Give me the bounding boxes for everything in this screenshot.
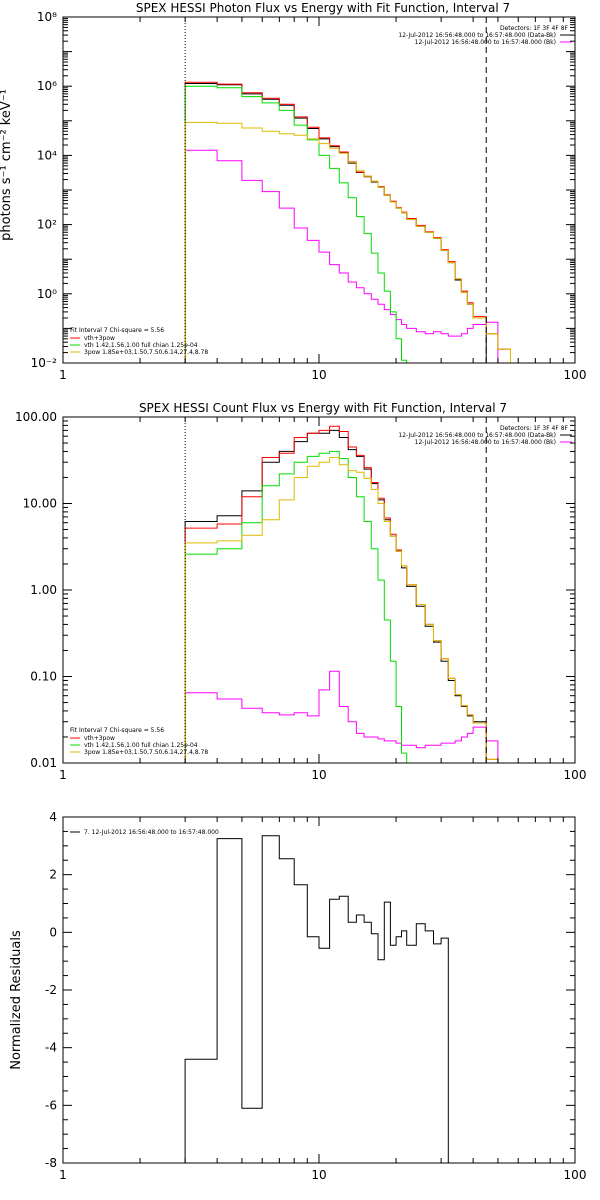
legend-3pow: 3pow 1.85e+03,1.50,7.50,6.14,27.4,8.78	[84, 749, 208, 756]
count-flux-series	[184, 425, 524, 764]
legend-model: vth+3pow	[84, 735, 115, 742]
series-line-7-12-jul-2012-16-56-48-000-to-16-57-48-000	[184, 835, 456, 1164]
legend-data-bk: 12-Jul-2012 16:56:48.000 to 16:57:48.000…	[398, 432, 556, 439]
residuals-series	[184, 835, 456, 1164]
series-line-3pow	[184, 121, 524, 364]
count-flux-legend-top-right: Detectors: 1F 3F 4F 8F 12-Jul-2012 16:56…	[398, 425, 572, 446]
y-tick-label: -8	[45, 1156, 57, 1170]
x-tick-label: 10	[311, 368, 326, 382]
y-tick-label: 10⁸	[37, 10, 57, 24]
y-tick-label: 10.00	[23, 497, 57, 511]
x-tick-label: 10	[311, 768, 326, 782]
series-line-vth-3pow	[184, 425, 524, 764]
legend-bk: 12-Jul-2012 16:56:48.000 to 16:57:48.000…	[415, 39, 556, 46]
count-flux-legend-bottom-left: Fit Interval 7 Chi-square = 5.56 vth+3po…	[70, 727, 208, 756]
x-tick-label: 100	[564, 768, 587, 782]
y-tick-label: 10²	[37, 218, 57, 232]
legend-detectors: Detectors: 1F 3F 4F 8F	[500, 25, 569, 32]
photon-flux-title: SPEX HESSI Photon Flux vs Energy with Fi…	[136, 1, 510, 15]
photon-flux-vlines	[184, 17, 487, 363]
series-line-bk	[184, 149, 499, 363]
legend-vth: vth 1.42,1.56,1.00 full chian 1.25e-04	[84, 742, 198, 749]
x-tick-label: 100	[564, 368, 587, 382]
legend-residuals: 7. 12-Jul-2012 16:56:48.000 to 16:57:48.…	[84, 829, 219, 836]
photon-flux-panel: SPEX HESSI Photon Flux vs Energy with Fi…	[0, 1, 586, 382]
series-line-vth-3pow	[184, 81, 524, 364]
residuals-ticks: 1 10 100 -8 -6 -4 -2 0 2 4	[45, 810, 586, 1182]
y-tick-label: 4	[49, 810, 57, 824]
photon-flux-legend-bottom-left: Fit Interval 7 Chi-square = 5.56 vth+3po…	[70, 327, 208, 356]
x-tick-label: 1	[59, 368, 67, 382]
photon-flux-axes-frame	[62, 16, 576, 364]
x-tick-label: 1	[59, 768, 67, 782]
legend-3pow: 3pow 1.85e+03,1.50,7.50,6.14,27.4,8.78	[84, 349, 208, 356]
x-tick-label: 1	[59, 1168, 67, 1182]
count-flux-panel: SPEX HESSI Count Flux vs Energy with Fit…	[15, 401, 586, 782]
count-flux-title: SPEX HESSI Count Flux vs Energy with Fit…	[139, 401, 507, 415]
y-tick-label: 10⁻²	[31, 356, 58, 370]
photon-flux-series	[184, 81, 524, 364]
residuals-ylabel: Normalized Residuals	[9, 930, 24, 1070]
count-flux-axes-frame	[62, 416, 576, 764]
series-line-bk	[184, 670, 499, 763]
series-line-3pow	[184, 457, 524, 764]
y-tick-label: -4	[45, 1041, 57, 1055]
y-tick-label: 2	[49, 868, 57, 882]
legend-bk: 12-Jul-2012 16:56:48.000 to 16:57:48.000…	[415, 439, 556, 446]
count-flux-vlines	[184, 417, 487, 763]
residuals-axes-frame	[62, 816, 576, 1164]
y-tick-label: 0	[49, 925, 57, 939]
legend-fit-interval: Fit Interval 7 Chi-square = 5.56	[70, 727, 164, 734]
legend-model: vth+3pow	[84, 335, 115, 342]
y-tick-label: 100.00	[15, 410, 57, 424]
legend-vth: vth 1.42,1.56,1.00 full chian 1.25e-04	[84, 342, 198, 349]
series-line-data-bk	[184, 83, 487, 363]
photon-flux-legend-top-right: Detectors: 1F 3F 4F 8F 12-Jul-2012 16:56…	[398, 25, 572, 46]
y-tick-label: 0.10	[30, 670, 57, 684]
legend-detectors: Detectors: 1F 3F 4F 8F	[500, 425, 569, 432]
y-tick-label: 10⁶	[37, 79, 57, 93]
y-tick-label: -2	[45, 983, 57, 997]
residuals-legend: 7. 12-Jul-2012 16:56:48.000 to 16:57:48.…	[70, 829, 219, 836]
y-tick-label: 10⁴	[37, 148, 57, 162]
legend-fit-interval: Fit Interval 7 Chi-square = 5.56	[70, 327, 164, 334]
residuals-panel: Normalized Residuals 1 10 100 -8 -6 -4 -2 0 2 4 7…	[9, 810, 586, 1182]
y-tick-label: -6	[45, 1098, 57, 1112]
series-line-vth	[184, 85, 417, 364]
y-tick-label: 0.01	[30, 756, 57, 770]
photon-flux-ylabel: photons s⁻¹ cm⁻² keV⁻¹	[0, 89, 14, 241]
photon-flux-ticks: 1 10 100 10⁻² 10⁰ 10² 10⁴ 10⁶ 10⁸	[31, 10, 587, 382]
series-line-data-bk	[184, 429, 487, 763]
y-tick-label: 10⁰	[37, 287, 57, 301]
x-tick-label: 10	[311, 1168, 326, 1182]
y-tick-label: 1.00	[30, 583, 57, 597]
count-flux-ticks: 1 10 100 0.01 0.10 1.00 10.00 100.00	[15, 410, 586, 782]
legend-data-bk: 12-Jul-2012 16:56:48.000 to 16:57:48.000…	[398, 32, 556, 39]
x-tick-label: 100	[564, 1168, 587, 1182]
series-line-vth	[184, 450, 417, 764]
